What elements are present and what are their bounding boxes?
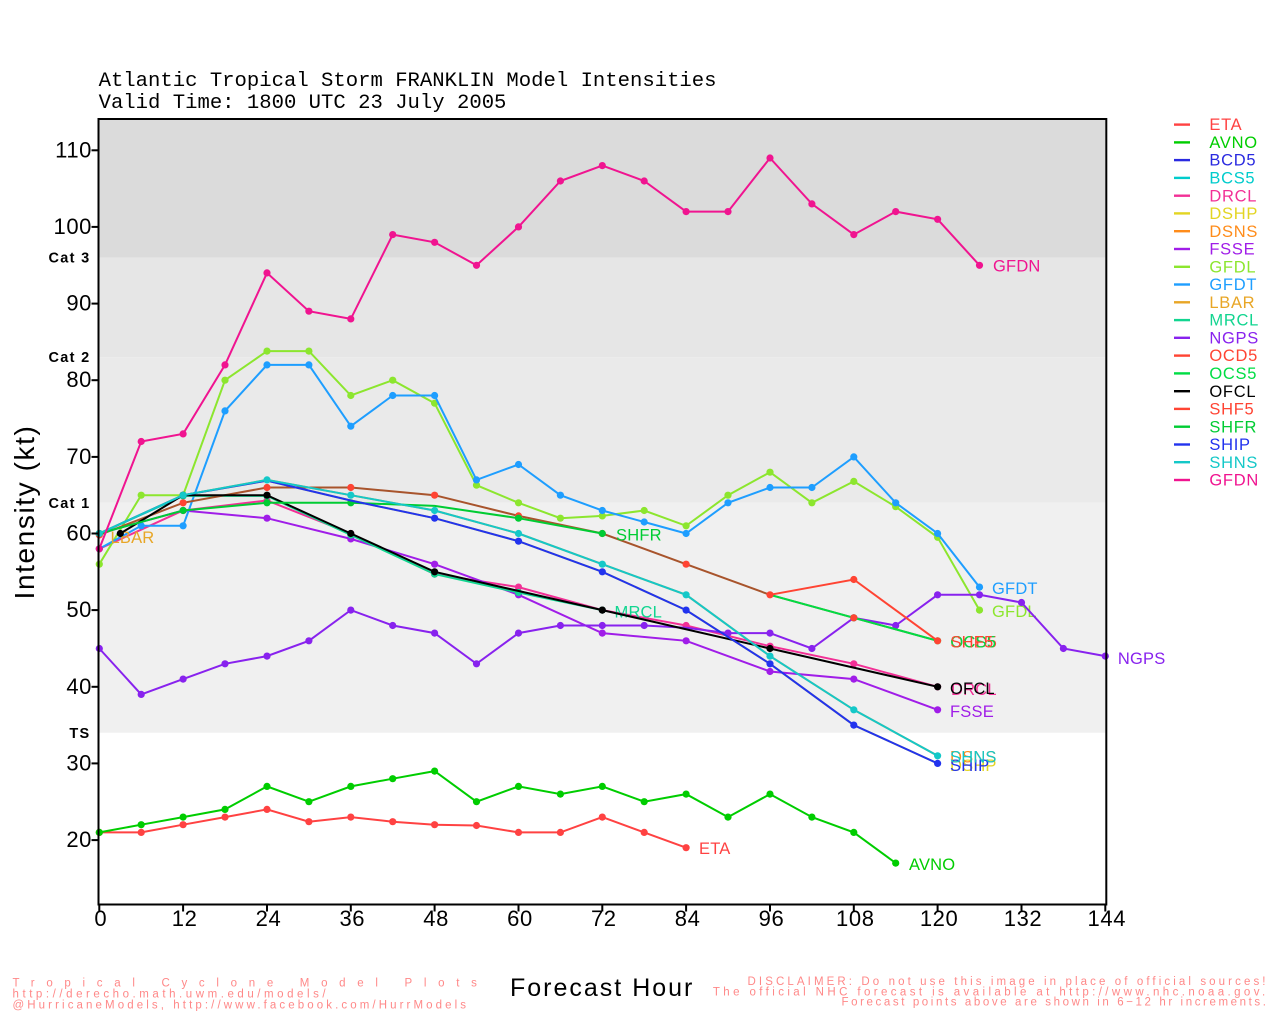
svg-text:36: 36	[339, 906, 365, 931]
svg-text:80: 80	[66, 367, 92, 392]
svg-text:Tropical Cyclone Model Plots: Tropical Cyclone Model Plots	[13, 978, 489, 990]
svg-text:http://derecho.math.uwm.edu/mo: http://derecho.math.uwm.edu/models/	[13, 989, 330, 1001]
svg-text:Forecast points above are show: Forecast points above are shown in 6−12 …	[841, 997, 1268, 1009]
svg-text:40: 40	[66, 674, 92, 699]
svg-text:60: 60	[507, 906, 533, 931]
svg-text:NGPS: NGPS	[1118, 650, 1166, 668]
svg-text:0: 0	[94, 906, 107, 931]
svg-text:DSNS: DSNS	[950, 749, 997, 767]
svg-text:The official NHC forecast is a: The official NHC forecast is available a…	[713, 987, 1269, 999]
svg-text:84: 84	[675, 906, 701, 931]
svg-text:72: 72	[591, 906, 617, 931]
svg-text:DSHP: DSHP	[1209, 205, 1258, 223]
svg-text:SHFR: SHFR	[616, 527, 662, 545]
svg-text:DRCL: DRCL	[951, 681, 997, 699]
svg-text:FSSE: FSSE	[1209, 241, 1255, 259]
svg-text:GFDT: GFDT	[1209, 276, 1257, 294]
svg-text:50: 50	[66, 597, 92, 622]
svg-text:SHNS: SHNS	[950, 749, 997, 767]
svg-text:110: 110	[55, 137, 92, 162]
svg-text:GFDN: GFDN	[1209, 472, 1259, 490]
svg-text:GFDN: GFDN	[993, 258, 1041, 276]
svg-text:DRCL: DRCL	[1209, 187, 1257, 205]
svg-text:BCS5: BCS5	[1209, 170, 1255, 188]
svg-text:144: 144	[1088, 906, 1127, 931]
svg-text:OCD5: OCD5	[1209, 347, 1258, 365]
svg-text:120: 120	[920, 906, 959, 931]
svg-text:Valid Time: 1800 UTC 23 July 2: Valid Time: 1800 UTC 23 July 2005	[99, 92, 507, 115]
svg-text:DISCLAIMER: Do not use this im: DISCLAIMER: Do not use this image in pla…	[748, 976, 1269, 988]
svg-text:LBAR: LBAR	[111, 529, 155, 547]
svg-text:OCD5: OCD5	[950, 634, 997, 652]
svg-text:30: 30	[66, 750, 92, 775]
svg-text:SHIP: SHIP	[950, 757, 989, 775]
svg-text:SHF5: SHF5	[950, 634, 993, 652]
svg-text:12: 12	[172, 906, 198, 931]
svg-text:SHNS: SHNS	[1209, 454, 1258, 472]
svg-text:DSHP: DSHP	[950, 757, 997, 775]
svg-text:90: 90	[66, 291, 92, 316]
svg-text:OCS5: OCS5	[950, 634, 996, 652]
svg-text:AVNO: AVNO	[1209, 134, 1257, 152]
svg-text:ETA: ETA	[699, 840, 730, 858]
svg-text:Atlantic Tropical Storm FRANKL: Atlantic Tropical Storm FRANKLIN Model I…	[99, 70, 717, 93]
svg-text:48: 48	[423, 906, 449, 931]
svg-text:BCD5: BCD5	[1209, 152, 1256, 170]
svg-text:100: 100	[53, 214, 92, 239]
svg-text:GFDT: GFDT	[992, 580, 1038, 598]
svg-text:Cat 3: Cat 3	[49, 251, 91, 267]
svg-text:Cat 1: Cat 1	[49, 496, 91, 512]
svg-text:SHF5: SHF5	[1209, 401, 1254, 419]
svg-text:FSSE: FSSE	[950, 703, 994, 721]
svg-text:Intensity (kt): Intensity (kt)	[9, 425, 40, 600]
svg-text:Cat 2: Cat 2	[49, 350, 91, 366]
svg-text:SHIP: SHIP	[1209, 436, 1250, 454]
svg-text:132: 132	[1004, 906, 1043, 931]
svg-text:OCS5: OCS5	[1209, 365, 1257, 383]
svg-text:OFCL: OFCL	[1209, 383, 1256, 401]
svg-text:DSNS: DSNS	[1209, 223, 1258, 241]
svg-text:AVNO: AVNO	[909, 856, 955, 874]
svg-text:60: 60	[66, 521, 92, 546]
svg-text:MRCL: MRCL	[1209, 312, 1259, 330]
svg-text:MRCL: MRCL	[615, 604, 663, 622]
svg-text:SHFR: SHFR	[1209, 418, 1257, 436]
svg-text:20: 20	[66, 827, 92, 852]
svg-text:OFCL: OFCL	[950, 680, 995, 698]
svg-text:108: 108	[836, 906, 875, 931]
svg-text:GFDL: GFDL	[1209, 258, 1256, 276]
svg-text:TS: TS	[69, 726, 90, 742]
svg-text:24: 24	[256, 906, 282, 931]
svg-text:LBAR: LBAR	[1209, 294, 1255, 312]
svg-text:70: 70	[66, 444, 92, 469]
svg-text:96: 96	[759, 906, 785, 931]
svg-text:Forecast Hour: Forecast Hour	[510, 974, 694, 1002]
svg-text:NGPS: NGPS	[1209, 329, 1259, 347]
svg-text:@HurricaneModels, http://www.f: @HurricaneModels, http://www.facebook.co…	[13, 1000, 470, 1012]
svg-text:ETA: ETA	[1209, 116, 1242, 134]
